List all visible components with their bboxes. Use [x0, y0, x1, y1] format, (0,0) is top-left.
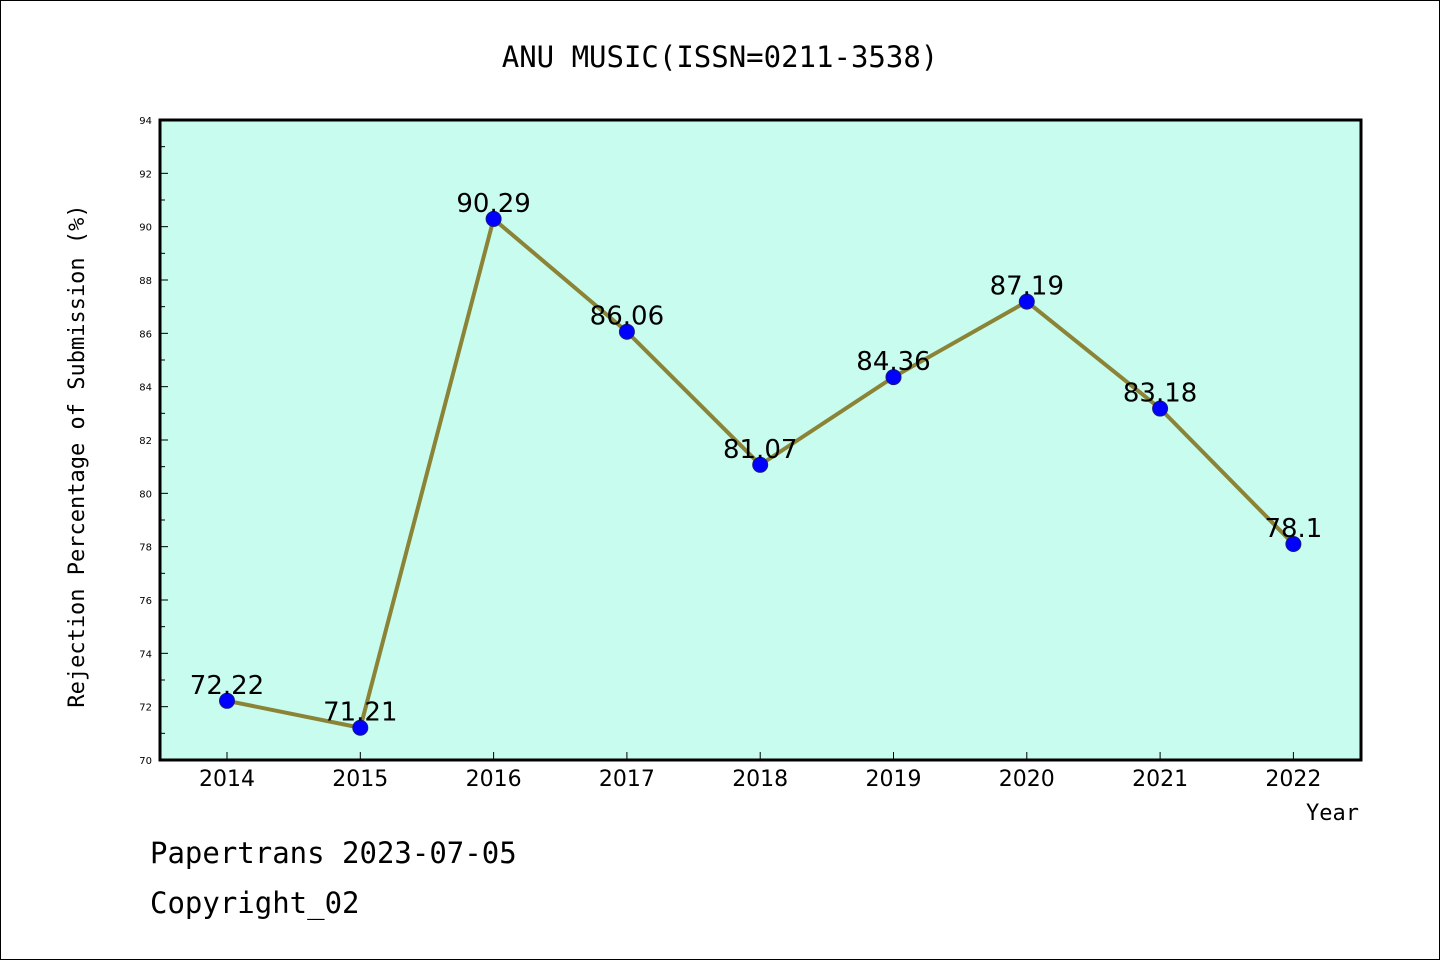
y-tick-label: 92 [139, 169, 152, 180]
data-point-2014 [219, 692, 235, 709]
y-tick-label: 82 [139, 436, 152, 447]
y-tick-label: 90 [139, 223, 152, 234]
data-label-2021: 83.18 [1123, 379, 1197, 409]
x-tick-label: 2015 [332, 767, 388, 792]
data-label-2015: 71.21 [323, 698, 397, 728]
x-tick-label: 2019 [866, 767, 922, 792]
data-label-2017: 86.06 [590, 302, 664, 332]
data-point-2017 [618, 323, 635, 340]
y-tick-label: 94 [139, 116, 152, 127]
y-tick-label: 76 [139, 596, 152, 607]
x-tick-label: 2018 [732, 767, 788, 792]
x-tick-label: 2017 [599, 767, 655, 792]
data-label-2020: 87.19 [990, 272, 1064, 302]
y-tick-label: 88 [139, 276, 152, 287]
series-line-group: 72.22 71.21 90.29 86.06 81.07 84.36 87.19 83.18… [190, 189, 1322, 736]
x-tick-label: 2022 [1265, 767, 1321, 792]
data-point-2020 [1018, 293, 1035, 310]
x-tick-label: 2021 [1132, 767, 1188, 792]
y-tick-label: 78 [139, 543, 152, 554]
footer-date: Papertrans 2023-07-05 [150, 836, 517, 870]
x-tick-label: 2016 [466, 767, 522, 792]
y-axis: 70 72 74 76 78 80 82 84 86 88 90 92 94 [139, 116, 168, 767]
y-axis-label: Rejection Percentage of Submission (%) [65, 204, 90, 707]
data-label-2022: 78.1 [1264, 514, 1322, 544]
y-tick-label: 72 [139, 703, 152, 714]
data-label-2019: 84.36 [856, 347, 930, 377]
y-tick-label: 86 [139, 329, 152, 340]
y-tick-label: 80 [139, 489, 152, 500]
data-point-2022 [1285, 536, 1302, 552]
plot-area [158, 118, 1363, 762]
x-tick-label: 2014 [199, 767, 255, 792]
y-tick-label: 70 [139, 756, 152, 767]
y-tick-label: 84 [139, 383, 152, 394]
data-label-2016: 90.29 [456, 189, 530, 219]
data-point-2021 [1152, 400, 1169, 417]
data-point-2016 [485, 210, 502, 227]
x-tick-label: 2020 [999, 767, 1055, 792]
data-point-2019 [885, 369, 902, 386]
footer-copyright: Copyright_02 [150, 886, 360, 920]
data-point-2018 [752, 456, 769, 473]
chart-title: ANU MUSIC(ISSN=0211-3538) [502, 40, 939, 74]
data-label-2014: 72.22 [190, 671, 264, 701]
x-axis-label: Year [1306, 801, 1359, 826]
data-point-2015 [352, 719, 369, 736]
y-tick-label: 74 [139, 649, 152, 660]
data-label-2018: 81.07 [723, 435, 797, 465]
x-axis: 2014 2015 2016 2017 2018 2019 2020 2021 2022 [199, 752, 1321, 792]
